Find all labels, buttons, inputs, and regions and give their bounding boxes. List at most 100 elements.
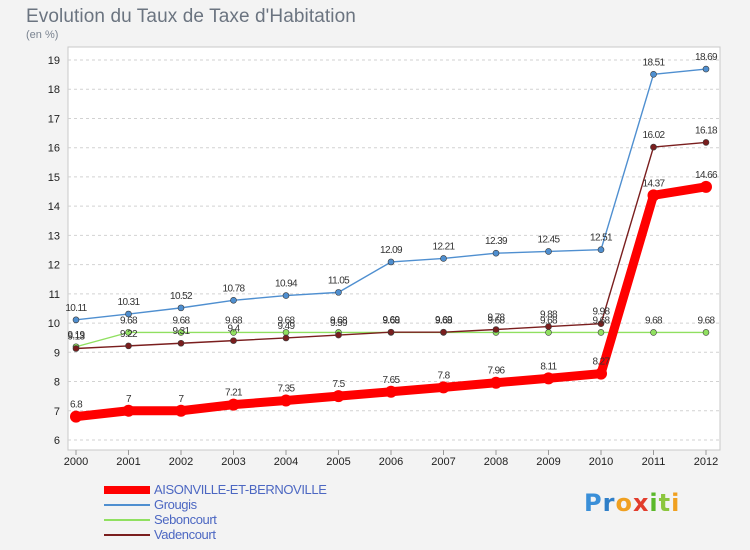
- data-point-1-12: [702, 65, 710, 73]
- data-label-1-4: 10.94: [275, 279, 298, 290]
- data-point-0-2: [175, 404, 187, 417]
- x-tick-label: 2008: [484, 456, 508, 468]
- data-point-2-1: [125, 329, 132, 336]
- data-label-3-3: 9.4: [227, 324, 240, 335]
- data-label-1-9: 12.45: [537, 234, 560, 245]
- data-point-3-12: [702, 139, 710, 146]
- data-label-1-12: 18.69: [695, 52, 718, 63]
- data-label-3-10: 9.98: [592, 307, 610, 318]
- data-label-2-6: 9.68: [382, 315, 400, 326]
- legend-swatch-aisonville: [104, 486, 150, 494]
- data-point-3-7: [440, 328, 447, 336]
- data-label-0-7: 7.8: [437, 370, 450, 381]
- data-point-3-11: [650, 143, 657, 151]
- y-tick-label: 13: [48, 230, 60, 242]
- data-label-0-8: 7.96: [487, 366, 505, 377]
- data-label-1-1: 10.31: [117, 297, 140, 308]
- x-tick-label: 2004: [274, 456, 298, 468]
- data-point-1-2: [177, 304, 185, 312]
- x-tick-label: 2006: [379, 456, 403, 468]
- data-label-3-8: 9.78: [487, 313, 505, 324]
- x-tick-label: 2009: [536, 456, 560, 468]
- legend-label-aisonville: AISONVILLE-ET-BERNOVILLE: [154, 482, 327, 497]
- logo-letter: x: [632, 489, 650, 517]
- data-point-0-1: [122, 404, 135, 417]
- data-point-1-11: [650, 71, 657, 78]
- data-label-0-9: 8.11: [540, 361, 557, 372]
- y-tick-label: 9: [54, 347, 60, 359]
- data-label-2-4: 9.68: [277, 315, 295, 326]
- data-label-2-10: 9.68: [592, 315, 610, 326]
- data-label-0-10: 8.27: [592, 357, 610, 368]
- data-label-1-7: 12.21: [432, 241, 455, 252]
- legend-item-vadencourt: Vadencourt: [104, 527, 404, 544]
- data-label-2-7: 9.68: [435, 315, 453, 326]
- data-point-3-5: [335, 331, 342, 339]
- chart-unit-label: (en %): [26, 29, 59, 41]
- y-tick-label: 17: [48, 113, 60, 125]
- logo-letter: t: [658, 489, 672, 517]
- data-label-3-5: 9.59: [330, 318, 348, 329]
- data-label-0-6: 7.65: [382, 375, 400, 386]
- x-tick-label: 2011: [642, 456, 666, 468]
- data-point-3-4: [282, 334, 290, 342]
- x-tick-label: 2005: [326, 456, 350, 468]
- data-point-2-12: [702, 329, 710, 336]
- data-point-0-5: [332, 390, 345, 403]
- data-point-2-9: [545, 329, 552, 336]
- data-label-2-12: 9.68: [697, 315, 715, 326]
- data-point-2-11: [650, 329, 657, 336]
- data-label-3-12: 16.18: [695, 125, 718, 136]
- data-label-2-2: 9.68: [172, 315, 190, 326]
- data-label-0-12: 14.66: [695, 170, 718, 181]
- data-label-2-8: 9.68: [487, 315, 505, 326]
- y-tick-label: 12: [48, 260, 60, 272]
- data-point-1-0: [72, 316, 80, 324]
- legend-item-aisonville: AISONVILLE-ET-BERNOVILLE: [104, 482, 404, 499]
- y-tick-label: 8: [54, 377, 60, 389]
- x-tick-label: 2003: [221, 456, 245, 468]
- x-tick-label: 2010: [589, 456, 613, 468]
- data-label-1-11: 18.51: [642, 57, 665, 68]
- legend-swatch-grougis: [104, 504, 150, 506]
- data-label-0-3: 7.21: [225, 388, 243, 399]
- data-point-3-1: [125, 342, 132, 350]
- data-label-1-5: 11.05: [328, 275, 350, 286]
- x-tick-label: 2001: [116, 456, 140, 468]
- y-tick-label: 19: [48, 55, 60, 67]
- data-point-2-10: [597, 329, 605, 336]
- data-point-3-6: [387, 328, 395, 336]
- data-label-1-2: 10.52: [170, 291, 193, 302]
- legend-label-seboncourt: Seboncourt: [154, 512, 217, 527]
- legend-label-grougis: Grougis: [154, 497, 197, 512]
- data-point-1-9: [545, 248, 552, 255]
- data-point-0-10: [595, 367, 607, 380]
- legend-swatch-seboncourt: [104, 519, 150, 521]
- logo-letter: i: [671, 489, 681, 517]
- data-point-1-8: [492, 249, 500, 257]
- logo-letter: o: [615, 489, 633, 517]
- data-label-3-7: 9.69: [435, 315, 453, 326]
- data-label-3-1: 9.22: [120, 329, 138, 340]
- data-point-1-6: [387, 258, 395, 266]
- data-label-1-3: 10.78: [222, 283, 245, 294]
- y-tick-label: 16: [48, 143, 60, 155]
- x-tick-label: 2002: [169, 456, 193, 468]
- data-point-1-10: [597, 246, 605, 254]
- data-label-0-1: 7: [126, 394, 132, 405]
- data-label-1-10: 12.51: [590, 233, 613, 244]
- data-point-0-11: [647, 189, 660, 202]
- data-point-3-3: [230, 337, 237, 344]
- data-label-0-4: 7.35: [277, 384, 295, 395]
- y-tick-label: 7: [54, 406, 60, 418]
- data-label-3-11: 16.02: [642, 130, 665, 141]
- data-label-2-11: 9.68: [645, 315, 663, 326]
- data-point-1-1: [125, 310, 132, 318]
- data-point-1-5: [335, 289, 342, 296]
- data-label-3-2: 9.31: [172, 326, 190, 337]
- legend-label-vadencourt: Vadencourt: [154, 527, 216, 542]
- legend-item-seboncourt: Seboncourt: [104, 512, 404, 529]
- data-point-3-2: [177, 339, 185, 347]
- data-label-2-1: 9.68: [120, 315, 138, 326]
